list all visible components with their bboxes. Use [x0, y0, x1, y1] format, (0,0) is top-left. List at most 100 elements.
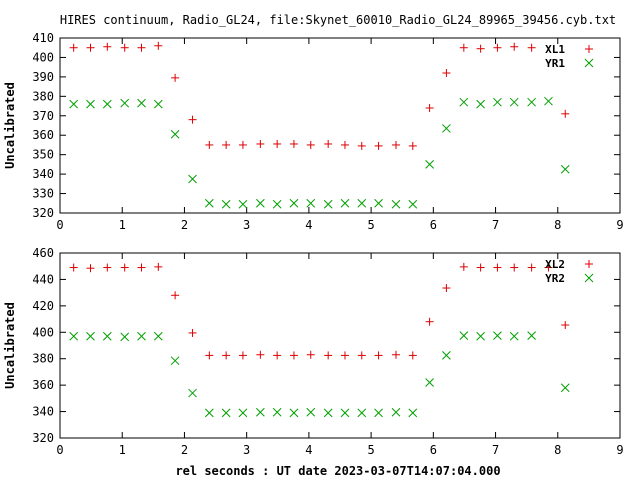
data-point [408, 199, 418, 209]
data-point [493, 43, 502, 52]
x-tick-label: 9 [616, 443, 623, 457]
x-tick-label: 8 [554, 443, 561, 457]
data-point [256, 350, 265, 359]
data-point [102, 99, 112, 109]
data-point [103, 263, 112, 272]
data-point [289, 198, 299, 208]
data-point [476, 99, 485, 109]
data-point [69, 331, 79, 341]
y-tick-label: 440 [32, 272, 54, 286]
data-point [306, 407, 316, 417]
y-tick-label: 320 [32, 206, 54, 220]
data-point [527, 97, 536, 107]
data-point [391, 199, 401, 209]
data-point [171, 73, 180, 82]
x-tick-label: 5 [367, 443, 374, 457]
legend-marker [584, 58, 594, 68]
data-point [69, 99, 79, 109]
data-point [340, 198, 350, 208]
data-point [323, 408, 333, 418]
data-point [459, 43, 468, 52]
data-point [340, 140, 349, 149]
data-point [120, 43, 129, 52]
data-point [357, 351, 366, 360]
data-point [391, 407, 401, 417]
y-tick-label: 380 [32, 352, 54, 366]
data-point [459, 262, 468, 271]
data-point [442, 124, 451, 133]
data-point [289, 139, 298, 148]
x-tick-label: 4 [305, 218, 312, 232]
data-point [120, 98, 130, 108]
series-XL2 [69, 262, 570, 360]
y-tick-label: 400 [32, 50, 54, 64]
data-point [205, 351, 214, 360]
y-tick-label: 360 [32, 128, 54, 142]
data-point [392, 140, 400, 149]
data-point [544, 263, 553, 272]
data-point [374, 141, 383, 150]
x-tick-label: 2 [181, 218, 188, 232]
x-tick-label: 2 [181, 443, 188, 457]
y-tick-label: 330 [32, 187, 54, 201]
data-point [476, 263, 485, 272]
y-tick-label: 400 [32, 325, 54, 339]
data-point [273, 351, 282, 360]
data-point [442, 351, 451, 360]
data-point [204, 408, 214, 418]
data-point [459, 331, 469, 340]
data-point [357, 141, 366, 150]
plot-frame [59, 37, 621, 214]
data-point [560, 164, 570, 174]
data-point [221, 408, 231, 418]
data-point [476, 331, 485, 341]
data-point [272, 199, 282, 209]
data-point [86, 264, 95, 273]
data-point [306, 198, 316, 208]
data-point [560, 383, 570, 393]
data-point [306, 140, 315, 149]
data-point [374, 408, 383, 418]
series-XL1 [69, 41, 570, 150]
data-point [408, 351, 417, 360]
data-point [374, 198, 383, 208]
data-point [493, 97, 502, 107]
data-point [493, 263, 502, 272]
y-tick-label: 380 [32, 89, 54, 103]
data-point [170, 129, 180, 139]
x-axis-label: rel seconds : UT date 2023-03-07T14:07:0… [175, 464, 500, 478]
y-tick-label: 320 [32, 431, 54, 445]
legend-label: XL2 [545, 258, 565, 271]
data-point [222, 351, 231, 360]
data-point [324, 139, 333, 148]
data-point [69, 263, 78, 272]
data-point [238, 199, 248, 209]
data-point [357, 408, 367, 418]
data-point [238, 140, 247, 149]
data-point [493, 331, 502, 340]
data-point [154, 262, 163, 271]
data-point [86, 331, 95, 341]
data-point [408, 408, 418, 418]
plot-frame [59, 252, 621, 439]
data-point [306, 350, 315, 359]
data-point [137, 331, 146, 341]
legend-label: XL1 [545, 43, 565, 56]
data-point [289, 408, 299, 418]
data-point [509, 331, 519, 341]
y-tick-label: 360 [32, 378, 54, 392]
data-point [137, 263, 146, 272]
data-point [442, 284, 451, 293]
data-point [256, 198, 265, 208]
panel-2: 0 1 2 3 4 5 6 7 8 9 320 340 360 380 400 420 440 460 Uncali… [3, 246, 624, 457]
data-point [527, 331, 536, 340]
data-point [273, 139, 282, 148]
data-point [527, 43, 536, 52]
chart-title: HIRES continuum, Radio_GL24, file:Skynet… [60, 13, 616, 27]
data-point [459, 97, 469, 107]
data-point [137, 98, 146, 108]
data-point [120, 263, 129, 272]
y-tick-label: 390 [32, 70, 54, 84]
data-point [392, 350, 400, 359]
data-point [289, 351, 298, 360]
